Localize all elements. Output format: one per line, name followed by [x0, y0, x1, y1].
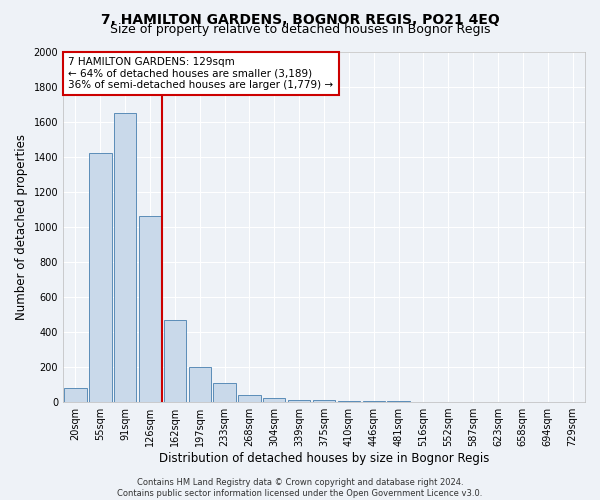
Bar [263, 398, 286, 402]
Text: Contains HM Land Registry data © Crown copyright and database right 2024.
Contai: Contains HM Land Registry data © Crown c… [118, 478, 482, 498]
Bar [188, 367, 211, 402]
Bar [214, 383, 236, 402]
Bar [362, 401, 385, 402]
Bar [388, 401, 410, 402]
Bar [164, 320, 186, 402]
Bar [338, 400, 360, 402]
X-axis label: Distribution of detached houses by size in Bognor Regis: Distribution of detached houses by size … [159, 452, 489, 465]
Bar [89, 153, 112, 402]
Text: 7, HAMILTON GARDENS, BOGNOR REGIS, PO21 4EQ: 7, HAMILTON GARDENS, BOGNOR REGIS, PO21 … [101, 12, 499, 26]
Text: Size of property relative to detached houses in Bognor Regis: Size of property relative to detached ho… [110, 22, 490, 36]
Bar [288, 400, 310, 402]
Text: 7 HAMILTON GARDENS: 129sqm
← 64% of detached houses are smaller (3,189)
36% of s: 7 HAMILTON GARDENS: 129sqm ← 64% of deta… [68, 57, 334, 90]
Y-axis label: Number of detached properties: Number of detached properties [15, 134, 28, 320]
Bar [313, 400, 335, 402]
Bar [114, 113, 136, 402]
Bar [139, 216, 161, 402]
Bar [64, 388, 86, 402]
Bar [238, 395, 260, 402]
